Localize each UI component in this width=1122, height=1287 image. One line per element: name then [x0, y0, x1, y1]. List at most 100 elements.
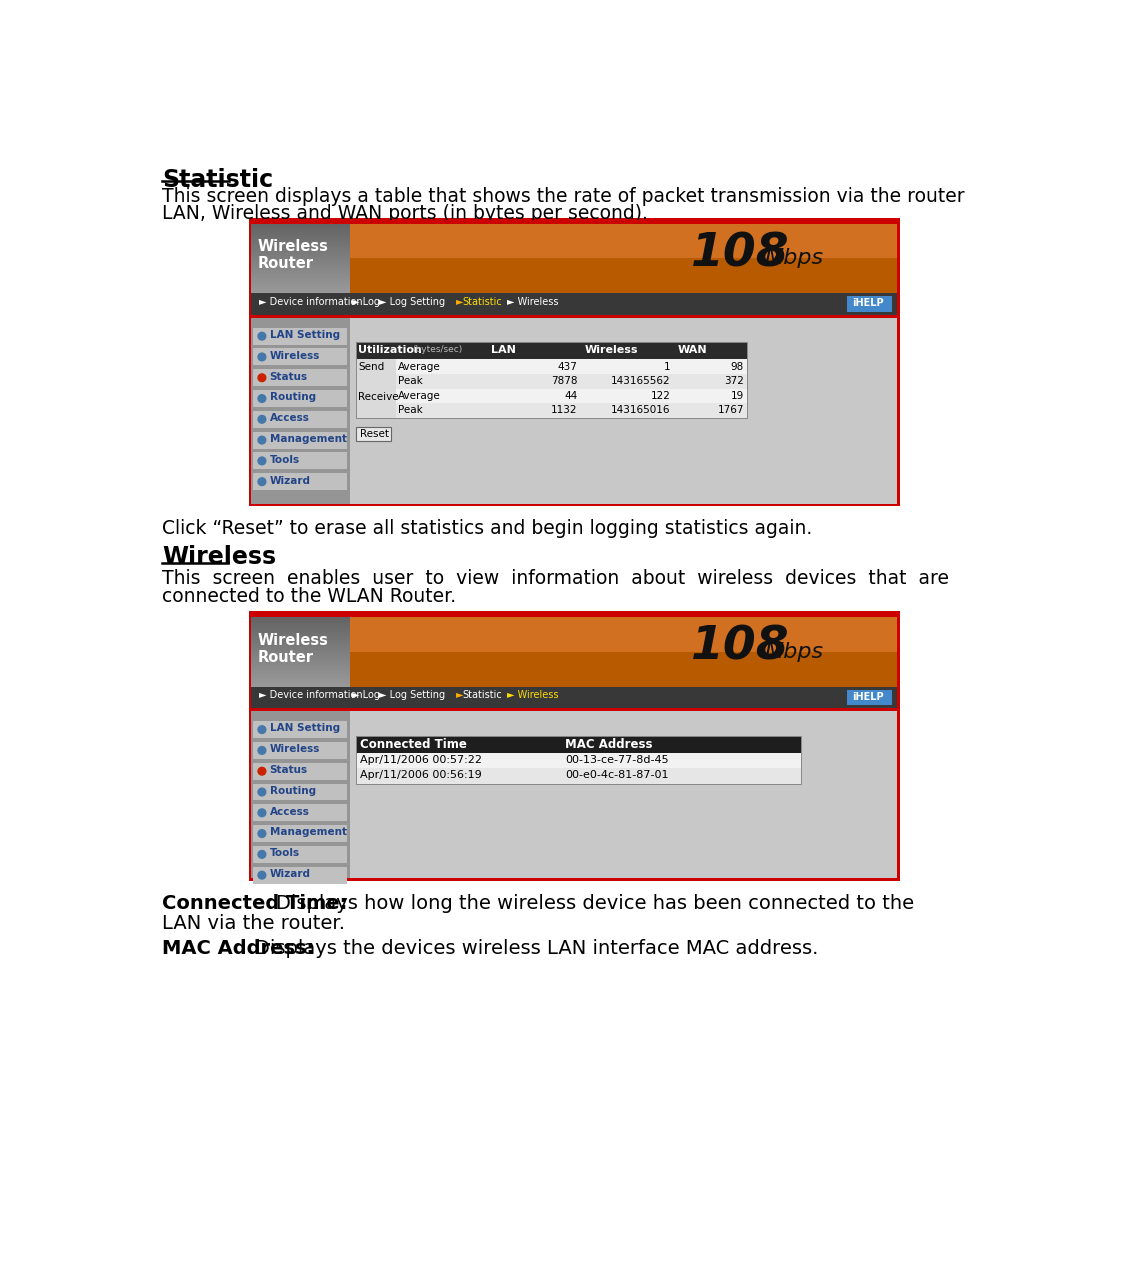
- Bar: [356, 736, 801, 784]
- Text: Wizard: Wizard: [269, 869, 311, 879]
- Circle shape: [258, 477, 266, 485]
- Bar: [349, 224, 898, 259]
- Bar: [254, 369, 347, 386]
- Bar: [254, 763, 347, 780]
- Text: 1: 1: [664, 362, 670, 372]
- Circle shape: [258, 375, 266, 381]
- Bar: [251, 614, 898, 618]
- Text: 108: 108: [690, 625, 789, 671]
- Circle shape: [258, 353, 266, 360]
- Text: LAN: LAN: [491, 345, 516, 355]
- Text: ► Log: ► Log: [352, 297, 380, 306]
- Text: Router: Router: [258, 256, 314, 272]
- Text: Displays the devices wireless LAN interface MAC address.: Displays the devices wireless LAN interf…: [255, 940, 818, 958]
- Text: 143165016: 143165016: [610, 405, 670, 416]
- Text: Routing: Routing: [269, 393, 315, 403]
- Text: Send: Send: [358, 363, 384, 372]
- Text: Wireless: Wireless: [162, 544, 276, 569]
- Bar: [356, 342, 747, 359]
- Bar: [251, 314, 898, 318]
- Bar: [356, 427, 392, 441]
- Bar: [356, 768, 801, 784]
- Circle shape: [258, 767, 266, 775]
- Text: Status: Status: [269, 372, 307, 381]
- Bar: [249, 218, 900, 506]
- Text: WAN: WAN: [678, 345, 707, 355]
- Text: Displays how long the wireless device has been connected to the: Displays how long the wireless device ha…: [276, 894, 914, 914]
- Circle shape: [258, 830, 266, 838]
- Bar: [349, 224, 898, 293]
- Bar: [356, 359, 747, 375]
- Circle shape: [258, 810, 266, 817]
- Text: Wireless: Wireless: [258, 633, 329, 647]
- Circle shape: [258, 871, 266, 879]
- Circle shape: [258, 332, 266, 340]
- Bar: [349, 618, 898, 651]
- Bar: [254, 741, 347, 759]
- Text: 437: 437: [558, 362, 578, 372]
- Text: Wireless: Wireless: [269, 744, 320, 754]
- Text: Mbps: Mbps: [764, 248, 824, 269]
- Bar: [254, 804, 347, 821]
- Text: ► Device information: ► Device information: [259, 297, 362, 306]
- Circle shape: [258, 436, 266, 444]
- Text: Apr/11/2006 00:56:19: Apr/11/2006 00:56:19: [359, 771, 481, 780]
- Text: Statistic: Statistic: [462, 297, 503, 306]
- Text: ►: ►: [457, 690, 467, 700]
- Text: 44: 44: [564, 391, 578, 400]
- Bar: [254, 474, 347, 490]
- Bar: [847, 690, 892, 705]
- Text: 372: 372: [724, 376, 744, 386]
- Bar: [251, 686, 898, 708]
- Circle shape: [258, 788, 266, 795]
- Bar: [251, 318, 349, 505]
- Text: Wireless: Wireless: [269, 351, 320, 360]
- Text: 00-e0-4c-81-87-01: 00-e0-4c-81-87-01: [565, 771, 669, 780]
- Text: Router: Router: [258, 650, 314, 664]
- Text: Peak: Peak: [398, 405, 423, 416]
- Bar: [251, 220, 898, 505]
- Text: Peak: Peak: [398, 376, 423, 386]
- Text: LAN Setting: LAN Setting: [269, 329, 340, 340]
- Bar: [251, 614, 898, 878]
- Circle shape: [258, 395, 266, 403]
- Text: Access: Access: [269, 413, 310, 423]
- Text: Connected Time: Connected Time: [359, 739, 467, 752]
- Bar: [356, 359, 396, 389]
- Bar: [251, 708, 898, 712]
- Bar: [254, 453, 347, 470]
- Text: Receive: Receive: [358, 391, 398, 402]
- Bar: [251, 220, 898, 224]
- Text: Wizard: Wizard: [269, 475, 311, 485]
- Text: LAN Setting: LAN Setting: [269, 723, 340, 734]
- Text: ► Wireless: ► Wireless: [507, 297, 559, 306]
- Circle shape: [258, 457, 266, 465]
- Text: Wireless: Wireless: [585, 345, 637, 355]
- Text: Statistic: Statistic: [462, 690, 503, 700]
- Text: This screen displays a table that shows the rate of packet transmission via the : This screen displays a table that shows …: [162, 187, 965, 206]
- Text: Routing: Routing: [269, 786, 315, 795]
- Circle shape: [258, 726, 266, 734]
- Circle shape: [258, 416, 266, 423]
- Bar: [847, 296, 892, 311]
- Bar: [249, 611, 900, 880]
- Text: Utilization: Utilization: [358, 345, 422, 355]
- Text: 7878: 7878: [551, 376, 578, 386]
- Bar: [356, 375, 747, 389]
- Bar: [356, 326, 898, 342]
- Bar: [356, 389, 396, 418]
- Bar: [254, 390, 347, 407]
- Bar: [254, 866, 347, 884]
- Text: MAC Address:: MAC Address:: [162, 940, 314, 958]
- Text: 108: 108: [690, 232, 789, 277]
- Bar: [356, 753, 801, 768]
- Bar: [356, 342, 747, 418]
- Text: Tools: Tools: [269, 848, 300, 858]
- Bar: [349, 618, 898, 686]
- Bar: [356, 389, 747, 403]
- Bar: [356, 719, 898, 736]
- Text: Reset: Reset: [359, 430, 388, 439]
- Bar: [251, 293, 898, 314]
- Text: ► Wireless: ► Wireless: [507, 690, 559, 700]
- Text: (bytes/sec): (bytes/sec): [412, 345, 462, 354]
